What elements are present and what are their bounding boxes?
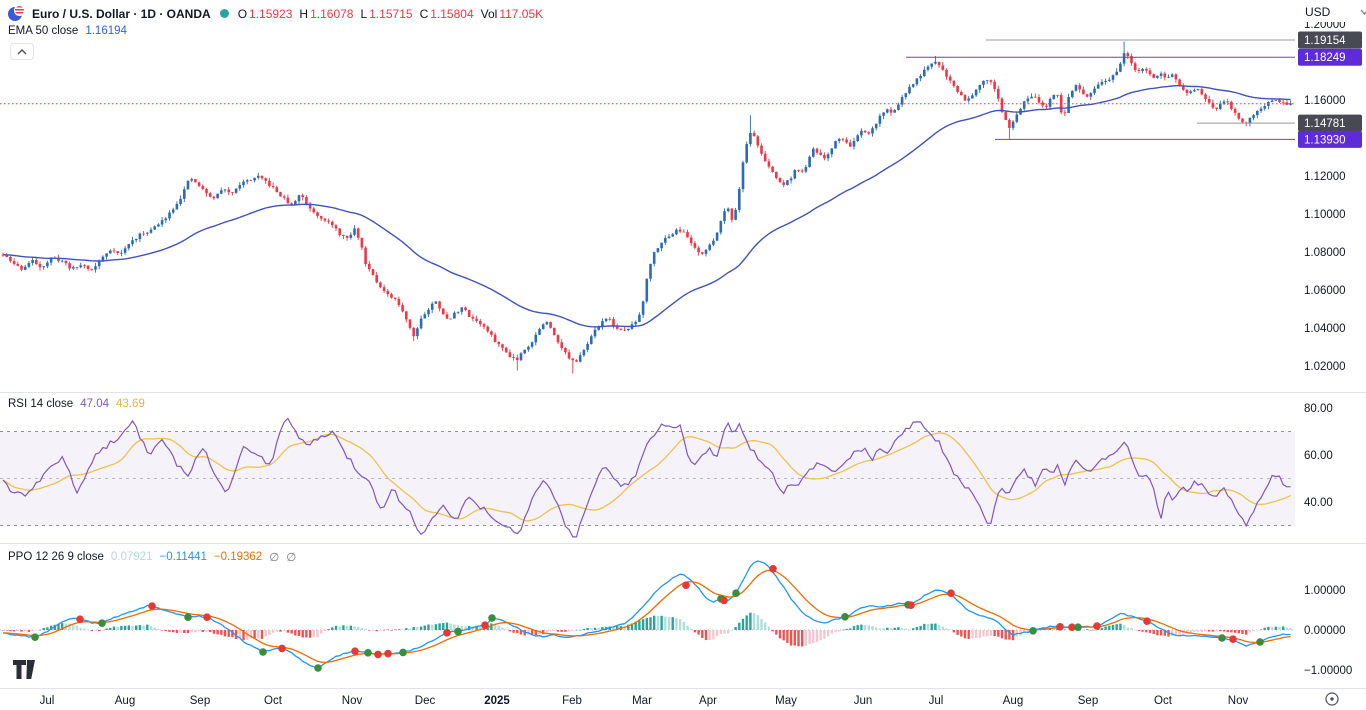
svg-text:May: May (775, 695, 797, 707)
svg-text:Jun: Jun (854, 695, 873, 707)
svg-text:Jul: Jul (40, 695, 55, 707)
ppo-cross-dots (31, 565, 1264, 672)
price-axis-labels: 1.200001.160001.120001.100001.080001.060… (1298, 19, 1362, 373)
ppo-empty-icon: ∅ (286, 552, 297, 564)
ema-legend: EMA 50 close 1.16194 (8, 25, 127, 37)
ppo-pane (0, 560, 1295, 672)
rsi-label[interactable]: RSI 14 close (8, 398, 74, 410)
rsi-ma-line (2, 432, 1291, 522)
svg-text:Nov: Nov (1228, 695, 1249, 707)
ppo-axis-labels: 1.00000 0.00000 −1.00000 (1304, 585, 1352, 677)
symbol-legend: Euro / U.S. Dollar · 1D · OANDA O 1.15923… (8, 5, 543, 22)
svg-text:1.04000: 1.04000 (1304, 323, 1346, 335)
close-label: C (419, 6, 429, 21)
ppo-signal-value: −0.19362 (213, 551, 263, 563)
svg-text:Jul: Jul (929, 695, 944, 707)
ema-value: 1.16194 (85, 25, 127, 37)
close-value: 1.15804 (430, 6, 474, 21)
rsi-line (2, 417, 1291, 538)
svg-text:−1.00000: −1.00000 (1304, 665, 1352, 677)
low-label: L (360, 6, 368, 21)
price-axis[interactable] (1296, 0, 1366, 688)
currency-label: USD (1305, 5, 1331, 19)
high-label: H (299, 6, 309, 21)
pane-separator-rsi-ppo[interactable] (0, 543, 1366, 544)
open-value: 1.15923 (249, 6, 293, 21)
svg-text:1.14781: 1.14781 (1304, 118, 1346, 130)
svg-text:1.10000: 1.10000 (1304, 209, 1346, 221)
svg-text:1.08000: 1.08000 (1304, 247, 1346, 259)
svg-text:40.00: 40.00 (1304, 497, 1333, 509)
svg-text:Mar: Mar (632, 695, 652, 707)
ema-line (2, 85, 1291, 328)
svg-text:Nov: Nov (342, 695, 363, 707)
svg-text:1.00000: 1.00000 (1304, 585, 1346, 597)
price-axis-currency-select[interactable]: USD (1299, 2, 1366, 22)
time-axis-labels: Jul Aug Sep Oct Nov Dec 2025 Feb Mar Apr May Jun Jul… (40, 695, 1249, 707)
volume-value: 117.05K (499, 6, 544, 21)
high-value: 1.16078 (310, 6, 354, 21)
svg-text:Oct: Oct (1154, 695, 1173, 707)
svg-text:Aug: Aug (1003, 695, 1023, 707)
pane-separator-price-rsi[interactable] (0, 392, 1366, 393)
time-axis-settings-icon[interactable] (1324, 691, 1340, 707)
svg-text:Feb: Feb (562, 695, 582, 707)
collapse-legend-button[interactable] (10, 43, 34, 60)
svg-text:2025: 2025 (484, 695, 510, 707)
svg-text:Sep: Sep (1078, 695, 1098, 707)
rsi-axis-labels: 80.00 60.00 40.00 (1304, 403, 1333, 509)
svg-text:Dec: Dec (415, 695, 436, 707)
rsi-ma-value: 43.69 (115, 398, 145, 410)
low-value: 1.15715 (369, 6, 413, 21)
rsi-pane (0, 417, 1295, 538)
volume-label: Vol (480, 6, 498, 21)
market-status-icon[interactable] (219, 9, 229, 18)
tradingview-logo[interactable] (12, 659, 36, 680)
svg-text:1.12000: 1.12000 (1304, 171, 1346, 183)
candlestick-series (1, 41, 1292, 374)
svg-text:Sep: Sep (190, 695, 210, 707)
symbol-title[interactable]: Euro / U.S. Dollar · 1D · OANDA (32, 6, 211, 21)
svg-text:80.00: 80.00 (1304, 403, 1333, 415)
svg-text:1.16000: 1.16000 (1304, 95, 1346, 107)
ppo-label[interactable]: PPO 12 26 9 close (8, 551, 104, 563)
rsi-value: 47.04 (80, 398, 109, 410)
svg-text:Apr: Apr (699, 695, 717, 707)
svg-text:Oct: Oct (264, 695, 283, 707)
time-axis[interactable] (0, 689, 1296, 710)
price-pane (0, 41, 1295, 374)
svg-text:1.19154: 1.19154 (1304, 35, 1346, 47)
svg-text:1.02000: 1.02000 (1304, 361, 1346, 373)
svg-text:60.00: 60.00 (1304, 450, 1333, 462)
ppo-empty-icon: ∅ (269, 552, 280, 564)
svg-text:1.06000: 1.06000 (1304, 285, 1346, 297)
ppo-hist-value: 0.07921 (110, 551, 153, 563)
svg-text:0.00000: 0.00000 (1304, 625, 1346, 637)
svg-text:Aug: Aug (115, 695, 135, 707)
ppo-line-value: −0.11441 (159, 551, 207, 563)
svg-text:1.13930: 1.13930 (1304, 134, 1346, 146)
ema-label[interactable]: EMA 50 close (8, 25, 79, 37)
open-label: O (237, 6, 248, 21)
ppo-histogram (1, 612, 1292, 647)
chevron-down-icon (1360, 9, 1366, 15)
rsi-legend: RSI 14 close 47.04 43.69 (8, 398, 145, 410)
symbol-icon (8, 5, 25, 22)
time-axis-border (0, 688, 1366, 689)
ppo-legend: PPO 12 26 9 close 0.07921 −0.11441 −0.19… (8, 550, 296, 564)
chevron-up-icon (17, 48, 27, 54)
svg-text:1.18249: 1.18249 (1304, 52, 1346, 64)
price-level-lines (906, 39, 1295, 140)
